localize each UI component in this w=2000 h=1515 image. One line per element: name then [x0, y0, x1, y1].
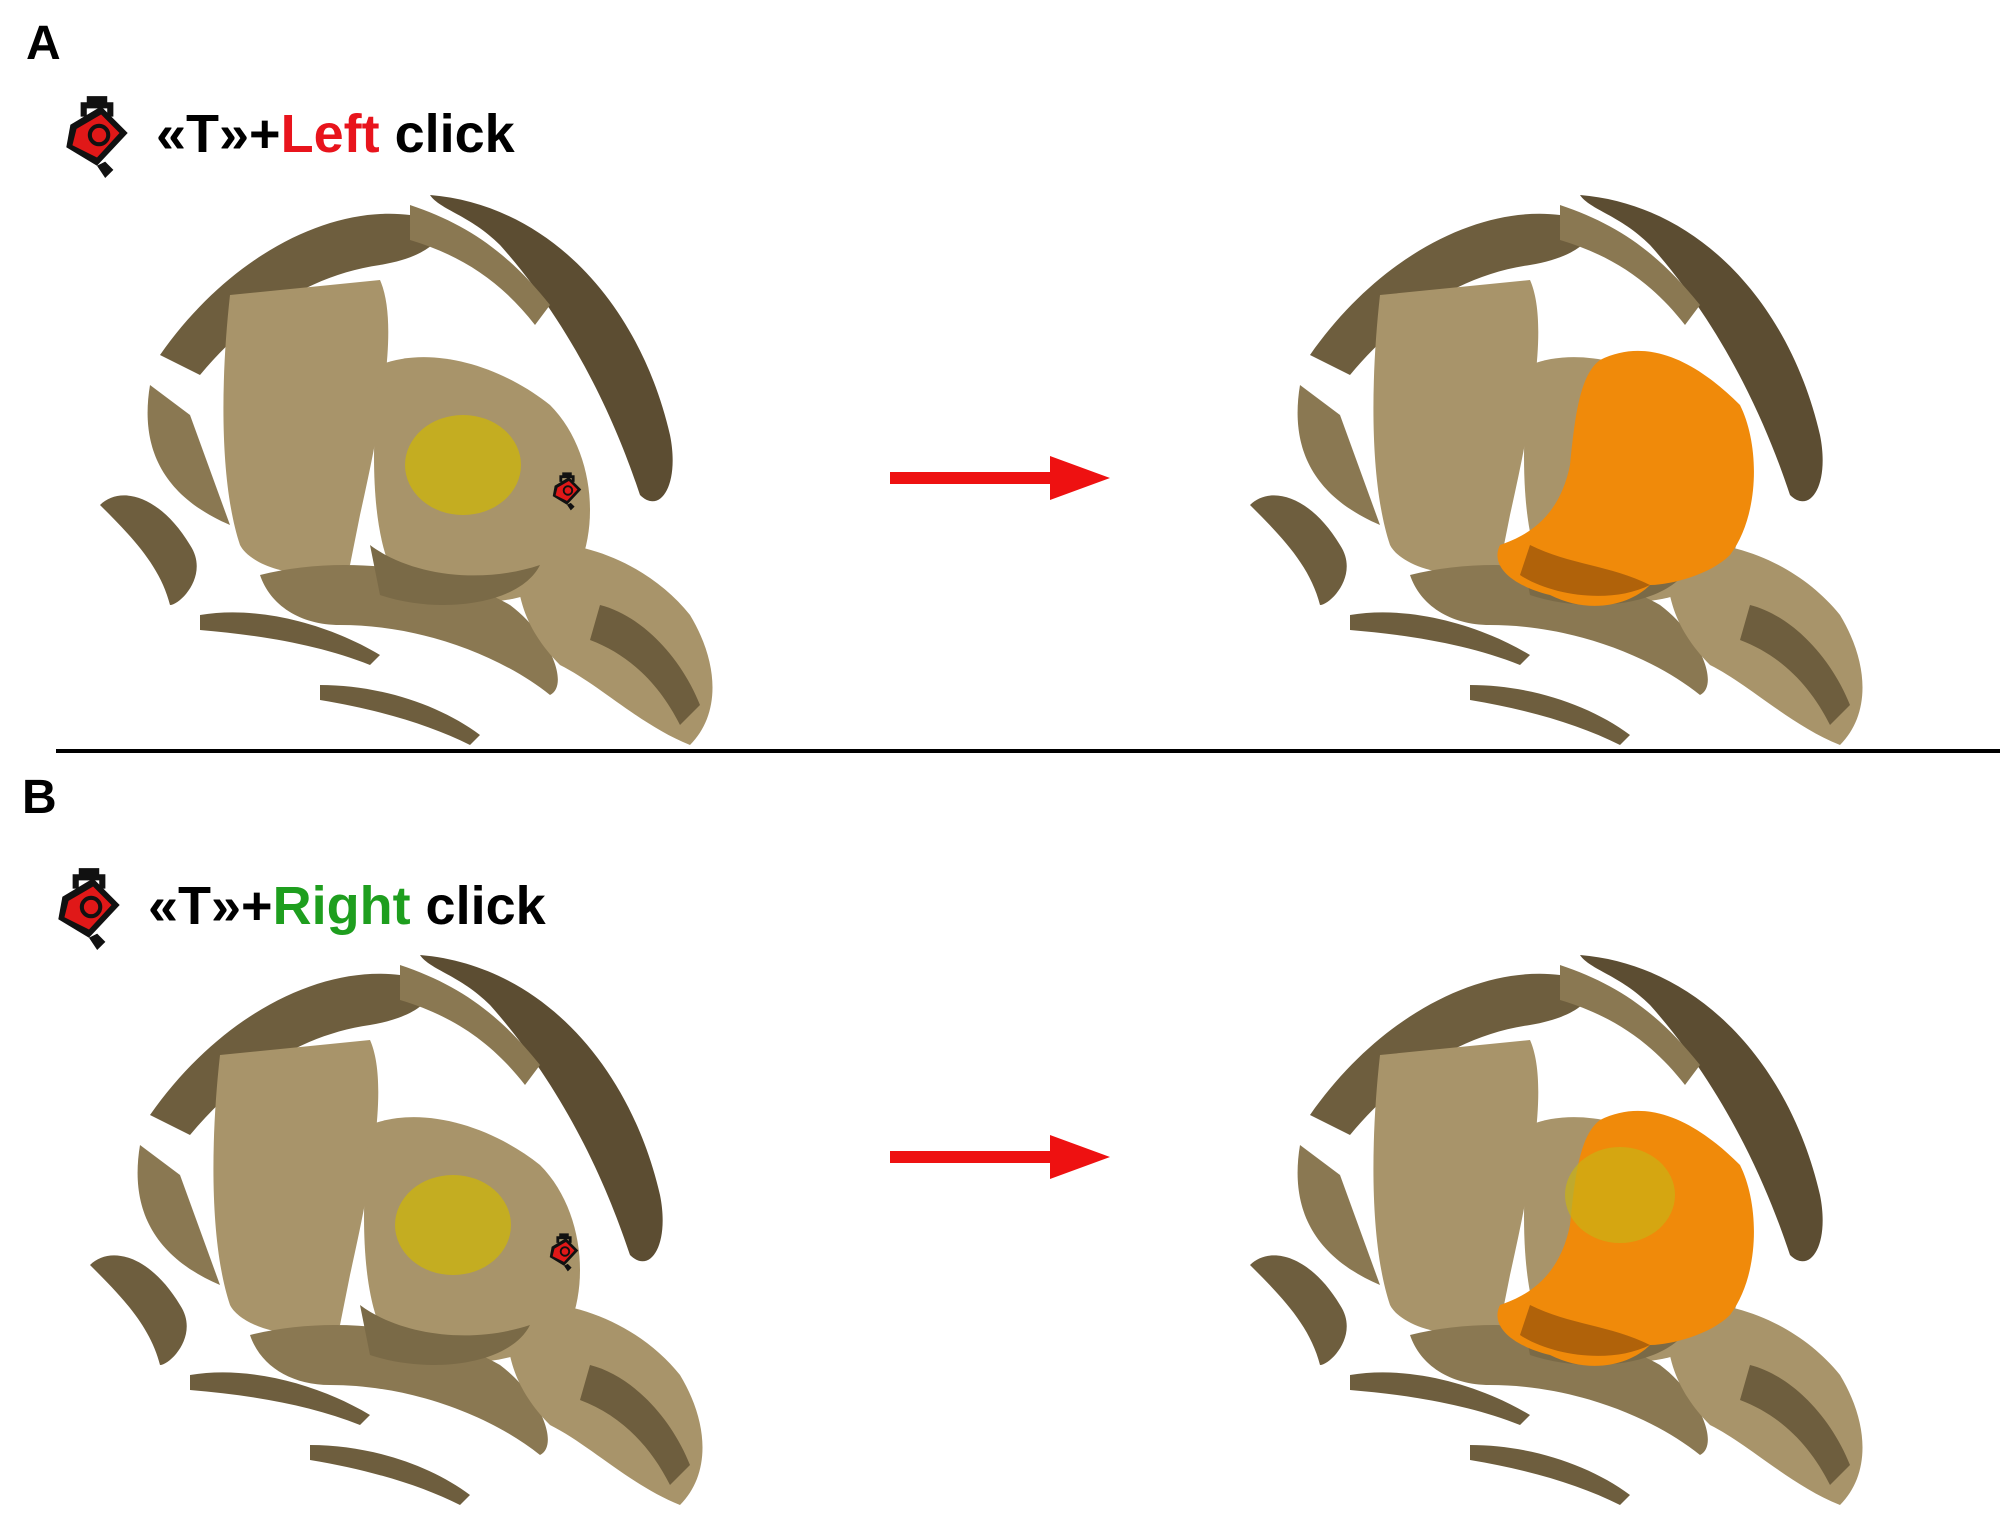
panel-a-label: A [26, 17, 61, 70]
paint-bucket-icon [48, 862, 130, 950]
paint-bucket-icon [56, 90, 138, 178]
segmented-region [1497, 350, 1754, 606]
instruction-text: «T»+Left click [156, 103, 515, 165]
panel-a-instruction: «T»+Left click [56, 90, 515, 178]
instruction-text: «T»+Right click [148, 875, 546, 937]
click-suffix: click [379, 104, 515, 164]
seed-region [405, 415, 521, 515]
panel-b-label: B [22, 771, 57, 824]
seed-region [395, 1175, 511, 1275]
skull-after-a [1230, 185, 1990, 755]
click-suffix: click [410, 876, 546, 936]
key-combo-prefix: «T»+ [148, 876, 273, 936]
panel-divider [56, 749, 2000, 753]
panel-b-instruction: «T»+Right click [48, 862, 546, 950]
mouse-button-left: Left [280, 104, 380, 164]
skull-before-b [70, 945, 830, 1515]
skull-after-b [1230, 945, 1990, 1515]
arrow-a [890, 456, 1110, 500]
key-combo-prefix: «T»+ [156, 104, 281, 164]
arrow-b [890, 1135, 1110, 1179]
mouse-button-right: Right [272, 876, 411, 936]
seed-region [1565, 1147, 1675, 1243]
skull-before-a [80, 185, 840, 755]
